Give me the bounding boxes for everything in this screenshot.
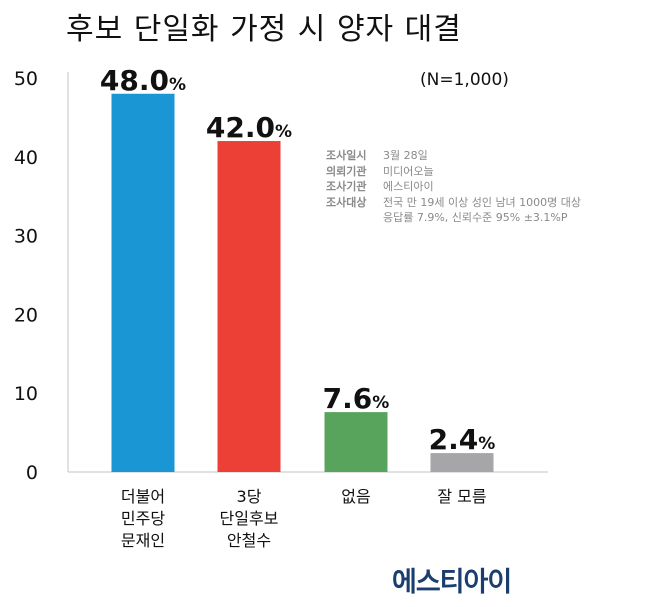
bar: [111, 93, 175, 472]
x-category-label: 문재인: [121, 531, 165, 550]
info-row: 조사기관 에스티아이: [326, 179, 581, 195]
x-category-label: 더불어: [121, 487, 165, 506]
y-tick-label: 50: [14, 68, 38, 90]
info-value: 3월 28일: [383, 149, 428, 162]
x-category-label: 단일후보: [220, 509, 279, 528]
x-category-label: 3당: [237, 487, 262, 506]
bar: [217, 141, 281, 473]
info-continuation: 응답률 7.9%, 신뢰수준 95% ±3.1%P: [383, 211, 568, 224]
data-label: 42.0%: [206, 111, 292, 144]
bars: [111, 93, 494, 473]
info-value: 에스티아이: [383, 180, 434, 193]
info-value: 미디어오늘: [383, 164, 434, 178]
data-labels: 48.0% 42.0% 7.6% 2.4%: [100, 64, 495, 456]
info-key: 조사대상: [326, 195, 367, 209]
info-row: 조사일시 3월 28일: [326, 148, 581, 164]
y-tick-label: 20: [14, 304, 38, 326]
data-label: 2.4%: [429, 423, 496, 456]
y-tick-label: 10: [14, 383, 38, 405]
bar: [324, 412, 388, 472]
logo: 에스티아이: [392, 567, 512, 598]
x-category-label: 없음: [341, 487, 370, 506]
x-category-label: 민주당: [121, 509, 165, 528]
info-key: 조사일시: [326, 149, 367, 162]
y-tick-label: 0: [26, 462, 38, 484]
bar: [430, 453, 494, 472]
x-category-label: 잘 모름: [437, 487, 486, 506]
data-label: 48.0%: [100, 64, 186, 97]
info-key: 의뢰기관: [326, 164, 367, 178]
info-row: 조사대상 전국 만 19세 이상 성인 남녀 1000명 대상: [326, 195, 581, 211]
sample-size-label: (N=1,000): [420, 70, 509, 90]
chart-title: 후보 단일화 가정 시 양자 대결: [66, 12, 462, 47]
x-category-label: 안철수: [227, 531, 271, 550]
y-axis: 0 10 20 30 40 50: [14, 68, 548, 484]
info-key: 조사기관: [326, 180, 367, 193]
survey-info: 조사일시 3월 28일 의뢰기관 미디어오늘 조사기관 에스티아이 조사대상 전…: [326, 148, 581, 226]
data-label: 7.6%: [323, 382, 390, 415]
info-value: 전국 만 19세 이상 성인 남녀 1000명 대상: [383, 195, 582, 209]
y-tick-label: 40: [14, 147, 38, 169]
y-tick-label: 30: [14, 226, 38, 248]
info-row: 의뢰기관 미디어오늘: [326, 164, 581, 180]
